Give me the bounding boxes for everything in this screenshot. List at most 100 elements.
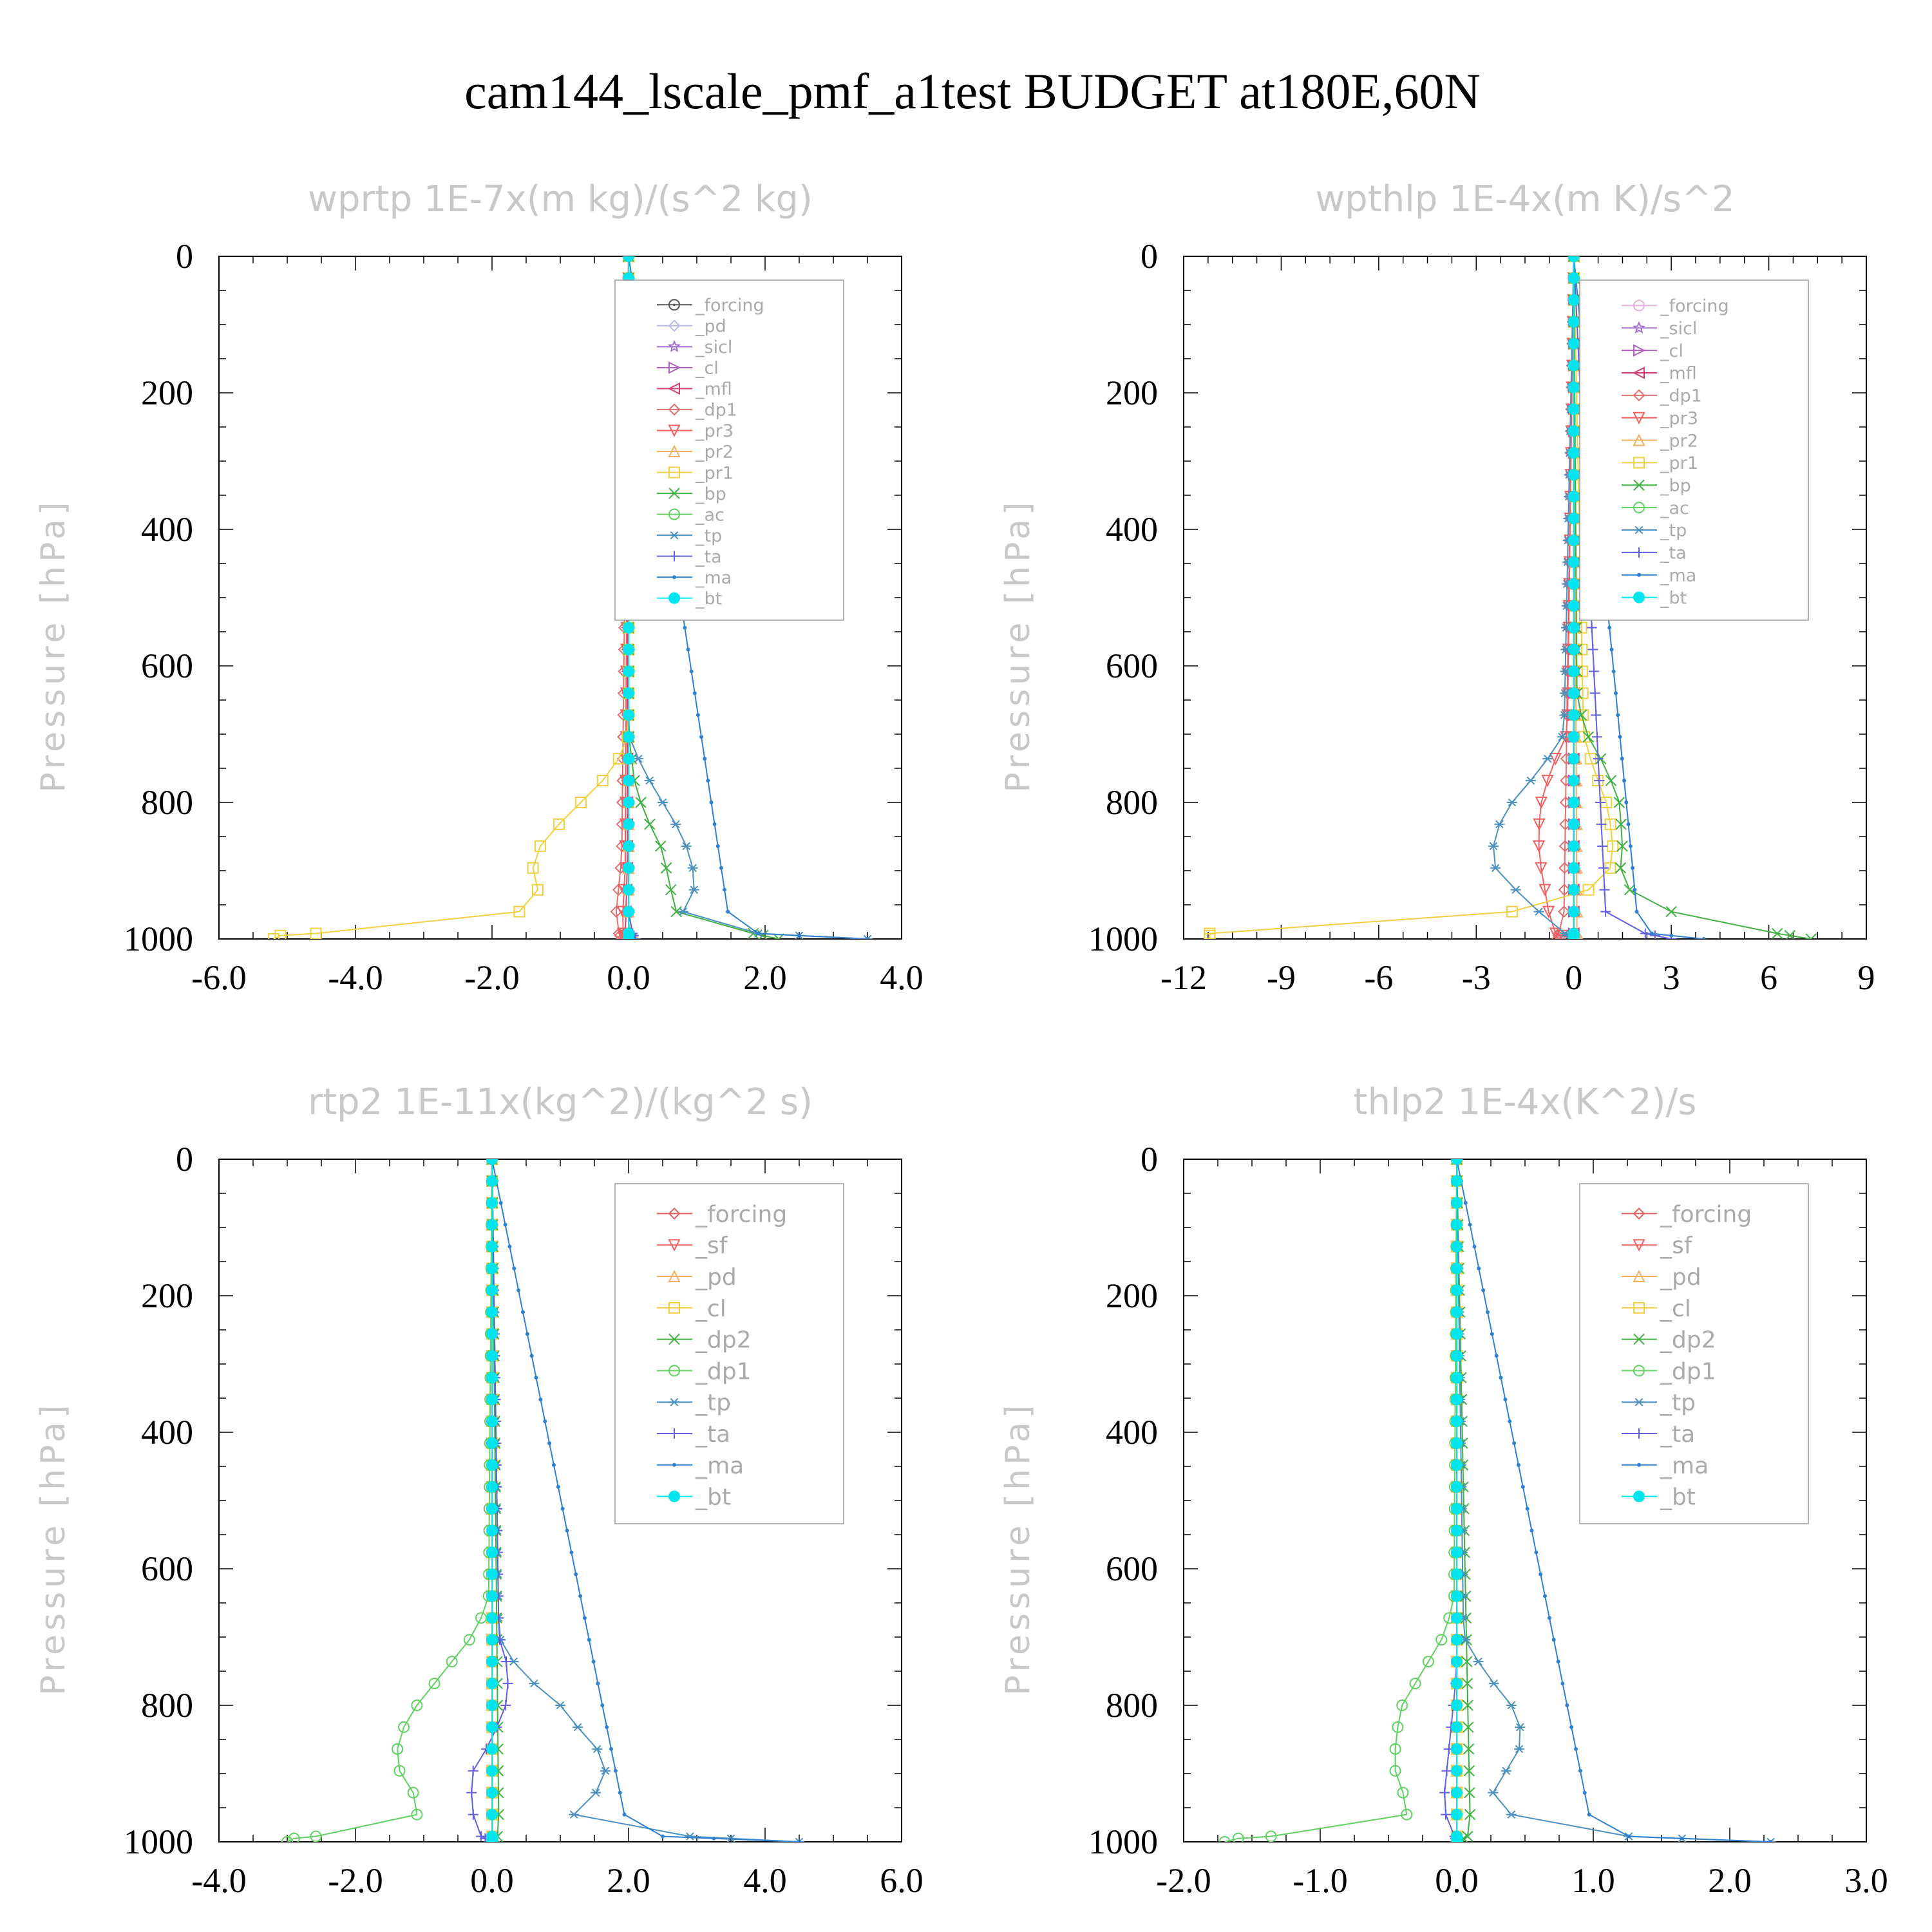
legend-marker <box>668 1207 681 1220</box>
series-line <box>491 1159 800 1842</box>
legend-label: _cl <box>695 1296 726 1322</box>
chart-panel-4: thlp2 1E-4x(K^2)/s Pressure [hPa] 0 200 400 6… <box>999 1081 1888 1900</box>
data-point <box>520 1310 525 1314</box>
legend-item: _ac <box>1622 498 1689 518</box>
data-point <box>692 691 697 696</box>
legend-marker <box>668 444 681 457</box>
chart-panel-2: wpthlp 1E-4x(m K)/s^2 Pressure [hPa] 0 200 4… <box>999 178 1875 997</box>
data-point <box>1567 753 1580 765</box>
data-point <box>1567 337 1580 350</box>
data-point <box>591 1660 596 1664</box>
data-point <box>1451 1218 1463 1231</box>
data-point <box>1451 1590 1463 1602</box>
y-tick-label: 200 <box>1106 1276 1158 1315</box>
data-point <box>623 731 634 743</box>
data-point <box>1567 316 1580 328</box>
y-tick-label: 0 <box>176 1140 193 1179</box>
series-line <box>1538 256 1575 939</box>
data-point <box>1611 669 1616 674</box>
legend-item: _tp <box>1622 1390 1696 1416</box>
data-point <box>486 1678 498 1690</box>
x-tick-label: 0.0 <box>1435 1861 1479 1900</box>
x-tick-label: -6 <box>1364 958 1393 997</box>
legend-item: _forcing <box>1622 1201 1752 1227</box>
data-point <box>565 1528 569 1533</box>
data-point <box>1784 929 1796 939</box>
data-point <box>689 669 694 674</box>
data-point <box>1582 884 1595 896</box>
data-point <box>463 1634 475 1646</box>
data-point <box>715 844 720 848</box>
legend-label: _ta <box>695 1421 730 1448</box>
data-point <box>1508 1419 1512 1424</box>
data-point <box>726 909 730 914</box>
data-point <box>719 866 723 870</box>
legend-marker <box>1633 1269 1645 1282</box>
data-point <box>1631 866 1635 870</box>
x-tick-label: 2.0 <box>1708 1861 1752 1900</box>
legend-item: _pd <box>657 317 726 337</box>
data-point <box>578 1594 583 1598</box>
legend-item: _pr1 <box>657 463 734 483</box>
y-axis-label: Pressure [hPa] <box>999 498 1037 793</box>
data-point <box>1451 1721 1463 1733</box>
legend-label: _bp <box>1660 476 1691 496</box>
data-point <box>660 862 672 874</box>
data-point <box>622 1812 627 1817</box>
legend-marker <box>668 508 680 520</box>
data-point <box>1591 732 1602 743</box>
legend-item: _mfl <box>1622 364 1697 384</box>
data-point <box>486 1416 498 1428</box>
y-tick-label: 200 <box>141 374 193 412</box>
legend-item: _bt <box>657 1484 731 1511</box>
data-point <box>486 1175 498 1187</box>
y-tick-label: 600 <box>141 647 193 685</box>
series-ma <box>1455 1159 1773 1842</box>
data-point <box>1615 819 1627 830</box>
data-point <box>1451 1262 1463 1274</box>
data-point <box>1609 647 1614 652</box>
series-bt <box>1451 1159 1463 1842</box>
data-point <box>392 1743 404 1755</box>
legend-item: _forcing <box>657 296 764 316</box>
series-line <box>1456 1159 1771 1842</box>
legend-label: _dp1 <box>1660 386 1702 406</box>
legend-label: _ta <box>1660 1421 1695 1448</box>
chart-panel-1: wprtp 1E-7x(m kg)/(s^2 kg) Pressure [hPa]… <box>34 178 923 997</box>
legend-marker <box>1633 1490 1645 1502</box>
data-point <box>486 1502 498 1515</box>
data-point <box>1485 1310 1490 1314</box>
data-point <box>486 1700 498 1711</box>
data-point <box>600 1703 605 1707</box>
legend-marker <box>1633 412 1645 424</box>
data-point <box>569 1550 574 1555</box>
data-point <box>428 1678 440 1690</box>
x-tick-label: 3 <box>1663 958 1680 997</box>
y-tick-label: 400 <box>141 1413 193 1452</box>
legend-marker <box>1633 502 1645 514</box>
legend-item: _ta <box>657 1421 730 1448</box>
data-point <box>773 933 784 939</box>
data-point <box>560 1506 565 1511</box>
data-point <box>1597 840 1608 851</box>
data-point <box>486 1836 498 1842</box>
legend-marker <box>1633 479 1645 491</box>
legend-item: _ma <box>1622 565 1696 585</box>
legend-label: _cl <box>1660 1296 1691 1322</box>
data-point <box>600 1766 611 1776</box>
data-point <box>686 647 690 652</box>
legend-item: _cl <box>1622 1296 1691 1322</box>
legend-item: _cl <box>1622 341 1683 361</box>
legend-box <box>1579 279 1809 621</box>
y-tick-label: 800 <box>141 783 193 822</box>
data-point <box>1514 1745 1525 1754</box>
data-point <box>393 1765 406 1777</box>
data-point <box>623 933 634 939</box>
data-point <box>655 840 667 852</box>
data-point <box>1525 1506 1530 1511</box>
y-tick-label: 400 <box>1106 510 1158 549</box>
data-point <box>1461 1656 1473 1667</box>
data-point <box>486 1197 498 1209</box>
data-point <box>613 1768 618 1773</box>
